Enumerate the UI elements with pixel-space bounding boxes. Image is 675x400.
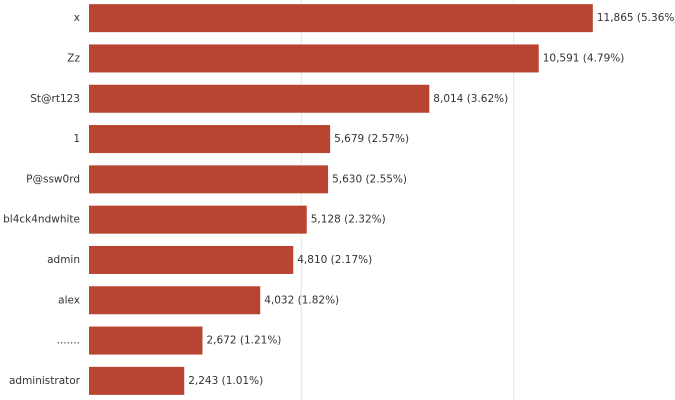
value-label: 2,243 (1.01%)	[188, 375, 263, 387]
value-label: 5,128 (2.32%)	[311, 214, 386, 226]
category-label: x	[74, 12, 80, 24]
value-label: 5,630 (2.55%)	[332, 173, 407, 185]
bar	[89, 366, 185, 395]
value-label: 4,810 (2.17%)	[297, 254, 372, 266]
value-label: 4,032 (1.82%)	[264, 294, 339, 306]
category-label: Zz	[67, 52, 80, 64]
value-label: 2,672 (1.21%)	[206, 335, 281, 347]
bar	[89, 286, 261, 315]
category-label: St@rt123	[30, 93, 80, 105]
category-label: administrator	[9, 375, 81, 387]
category-label: alex	[58, 294, 80, 306]
bar	[89, 84, 430, 113]
category-label: admin	[47, 254, 80, 266]
value-label: 10,591 (4.79%)	[543, 52, 625, 64]
category-label: bl4ck4ndwhite	[3, 214, 80, 226]
value-label: 11,865 (5.36%)	[597, 12, 675, 24]
category-label: P@ssw0rd	[26, 173, 80, 185]
bar	[89, 4, 593, 33]
bar	[89, 205, 307, 234]
value-label: 5,679 (2.57%)	[334, 133, 409, 145]
category-label: 1	[73, 133, 80, 145]
bar	[89, 326, 203, 355]
bar	[89, 125, 331, 154]
bar	[89, 245, 294, 274]
bar	[89, 44, 539, 73]
value-label: 8,014 (3.62%)	[433, 93, 508, 105]
bar	[89, 165, 329, 194]
category-label: .......	[57, 335, 80, 347]
